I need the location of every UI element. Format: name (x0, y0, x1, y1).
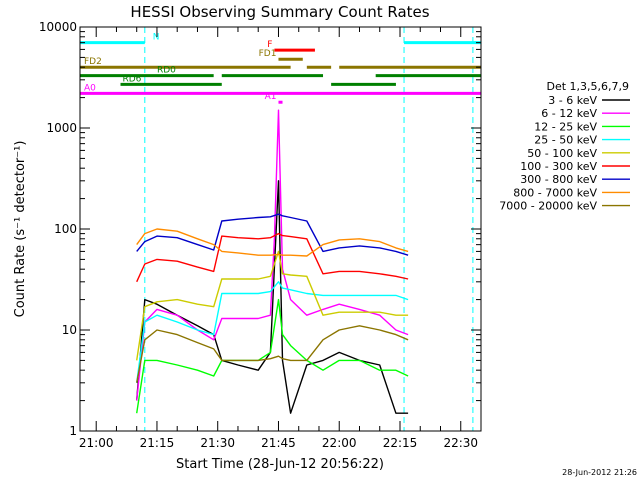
flag-bar-label-n: N (153, 33, 160, 43)
legend-label-6: 300 - 800 keV (520, 173, 597, 186)
legend-label-8: 7000 - 20000 keV (499, 200, 597, 213)
series-line-4 (136, 250, 409, 361)
x-axis-label: Start Time (28-Jun-12 20:56:22) (176, 457, 384, 472)
series-line-8 (136, 325, 409, 383)
flag-bar-label-f: F (267, 40, 272, 50)
series-line-6 (136, 213, 409, 256)
flag-bar-label-a1: A1 (265, 92, 277, 102)
flag-bar-label-fd2: FD2 (84, 57, 102, 67)
timestamp: 28-Jun-2012 21:26 (562, 468, 637, 477)
legend-title: Det 1,3,5,6,7,9 (546, 80, 629, 93)
legend-label-2: 12 - 25 keV (534, 120, 597, 133)
flag-bar-label-fd1: FD1 (259, 49, 277, 59)
y-axis-label: Count Rate (s⁻¹ detector⁻¹) (13, 141, 28, 318)
chart-title: HESSI Observing Summary Count Rates (130, 3, 429, 21)
x-tick-label-1: 21:15 (140, 436, 175, 450)
y-tick-label-2: 100 (54, 222, 77, 236)
legend-label-5: 100 - 300 keV (520, 160, 597, 173)
axes: 1 10 100 1000 10000 21:00 21:15 21:30 21:45 22:00… (39, 20, 481, 450)
legend-label-3: 25 - 50 keV (534, 134, 597, 147)
y-tick-label-0: 1 (69, 424, 77, 438)
legend-label-1: 6 - 12 keV (541, 107, 597, 120)
x-tick-label-3: 21:45 (261, 436, 296, 450)
x-tick-label-5: 22:15 (383, 436, 418, 450)
legend-label-7: 800 - 7000 keV (513, 186, 597, 199)
legend-label-4: 50 - 100 keV (527, 147, 597, 160)
x-tick-label-6: 22:30 (443, 436, 478, 450)
x-tick-label-0: 21:00 (79, 436, 114, 450)
series-line-3 (136, 281, 409, 383)
y-tick-label-4: 10000 (39, 20, 77, 34)
y-tick-label-1: 10 (62, 323, 77, 337)
y-tick-label-3: 1000 (46, 121, 77, 135)
x-tick-label-4: 22:00 (322, 436, 357, 450)
series-line-7 (136, 228, 409, 257)
series-line-2 (136, 298, 409, 414)
flag-bar-label-rd6: RD6 (123, 74, 142, 84)
flag-bar-label-rd0: RD0 (157, 66, 176, 76)
series-line-1 (136, 109, 409, 401)
series-line-5 (136, 232, 409, 283)
x-tick-label-2: 21:30 (200, 436, 235, 450)
flag-bar-label-a0: A0 (84, 83, 96, 93)
legend-label-0: 3 - 6 keV (548, 94, 597, 107)
